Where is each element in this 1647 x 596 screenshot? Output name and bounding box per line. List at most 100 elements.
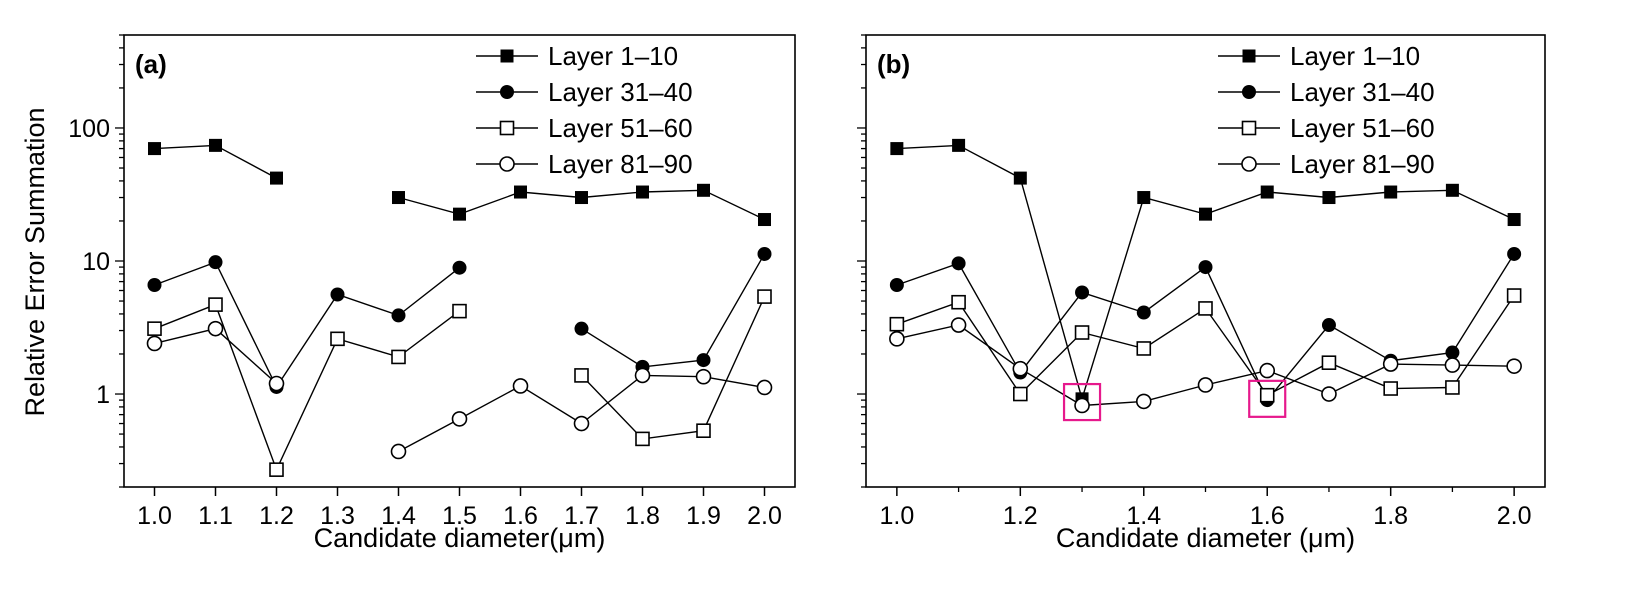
y-tick-label: 10: [82, 248, 110, 276]
data-point: [1074, 397, 1090, 414]
data-point: [391, 308, 406, 323]
series-layer-31-40: [889, 246, 1522, 408]
legend-marker: [500, 49, 514, 63]
data-point: [147, 278, 162, 293]
series-line: [154, 261, 460, 389]
data-point: [270, 171, 283, 185]
data-point: [1260, 185, 1274, 199]
data-point: [951, 256, 966, 271]
data-point: [1013, 171, 1027, 185]
legend-label: Layer 81–90: [1290, 149, 1435, 179]
x-tick-label: 1.4: [1126, 502, 1161, 530]
data-point: [575, 191, 588, 205]
legend-label: Layer 81–90: [548, 149, 693, 179]
series-line: [896, 324, 1515, 407]
data-point: [1321, 386, 1337, 402]
y-axis-title: Relative Error Summation: [20, 107, 50, 416]
x-tick-label: 1.3: [320, 502, 355, 530]
legend-label: Layer 31–40: [1290, 77, 1435, 107]
data-point: [696, 423, 711, 438]
data-point: [1383, 381, 1398, 396]
legend-label: Layer 51–60: [1290, 113, 1435, 143]
data-point: [950, 317, 967, 333]
data-point: [147, 321, 162, 336]
data-point: [1013, 386, 1028, 402]
x-tick-label: 1.0: [879, 502, 914, 530]
data-point: [952, 138, 966, 152]
data-point: [453, 207, 466, 221]
data-point: [1199, 207, 1212, 221]
legend-entry: Layer 31–40: [1218, 77, 1435, 107]
data-point: [1198, 301, 1213, 316]
x-tick-label: 1.7: [564, 502, 599, 530]
highlight-box: [1248, 379, 1287, 418]
data-point: [1198, 260, 1213, 275]
data-point: [512, 378, 529, 394]
series-layer-81-90: [889, 317, 1522, 414]
panel-label: (a): [135, 49, 167, 79]
legend-marker: [499, 156, 515, 172]
data-point: [758, 213, 771, 227]
data-point: [574, 368, 589, 383]
data-point: [636, 185, 649, 199]
data-point: [697, 183, 710, 197]
legend-entry: Layer 1–10: [476, 41, 678, 71]
legend-label: Layer 1–10: [1290, 41, 1420, 71]
data-point: [330, 331, 345, 347]
highlight-box: [1062, 382, 1102, 422]
data-point: [757, 289, 772, 304]
data-point: [889, 316, 905, 332]
x-axis-title: Candidate diameter(μm): [314, 523, 606, 553]
data-point: [452, 260, 467, 275]
data-point: [209, 138, 222, 152]
data-point: [634, 367, 651, 384]
legend-entry: Layer 51–60: [1218, 113, 1435, 143]
data-point: [635, 431, 650, 447]
legend-entry: Layer 81–90: [476, 149, 693, 179]
data-point: [390, 443, 407, 460]
data-point: [1259, 387, 1275, 403]
x-tick-label: 1.8: [1373, 502, 1408, 530]
data-point: [1444, 357, 1461, 373]
data-point: [269, 462, 284, 477]
x-tick-label: 1.5: [442, 502, 477, 530]
x-tick-label: 1.8: [625, 502, 660, 530]
x-tick-label: 1.6: [503, 502, 538, 530]
data-point: [1259, 362, 1276, 379]
data-point: [207, 320, 224, 337]
data-point: [1136, 305, 1151, 320]
x-tick-label: 1.2: [1003, 502, 1038, 530]
data-point: [1135, 393, 1152, 410]
legend-label: Layer 1–10: [548, 41, 678, 71]
data-point: [1445, 183, 1459, 197]
legend-marker: [500, 85, 514, 99]
x-tick-label: 1.9: [686, 502, 721, 530]
data-point: [1384, 185, 1398, 199]
data-point: [890, 142, 904, 156]
data-point: [757, 246, 772, 261]
series-line: [154, 327, 277, 385]
y-tick-label: 100: [68, 115, 110, 143]
legend-marker: [1241, 156, 1257, 172]
series-layer-51-60: [889, 288, 1522, 403]
data-point: [573, 415, 590, 432]
x-tick-label: 1.2: [259, 502, 294, 530]
legend-label: Layer 51–60: [548, 113, 693, 143]
data-point: [1137, 191, 1151, 205]
data-point: [695, 368, 712, 385]
legend-entry: Layer 1–10: [1218, 41, 1420, 71]
series-line: [581, 253, 766, 368]
data-point: [574, 321, 589, 336]
data-point: [451, 411, 468, 427]
data-point: [146, 335, 163, 352]
panel-a: 1.0 1.1 1.2 1.3 1.4 1.5 1.6 1.7 1.8 1.9 2.0 1 10 100 C…: [68, 34, 796, 553]
data-point: [268, 375, 285, 392]
legend-marker: [1242, 49, 1256, 63]
data-point: [1506, 288, 1522, 303]
y-tick-label: 1: [96, 381, 110, 409]
data-point: [330, 287, 345, 302]
x-tick-label: 1.1: [198, 502, 233, 530]
x-tick-label: 2.0: [747, 502, 782, 530]
series-layer-81-90: [146, 320, 773, 460]
